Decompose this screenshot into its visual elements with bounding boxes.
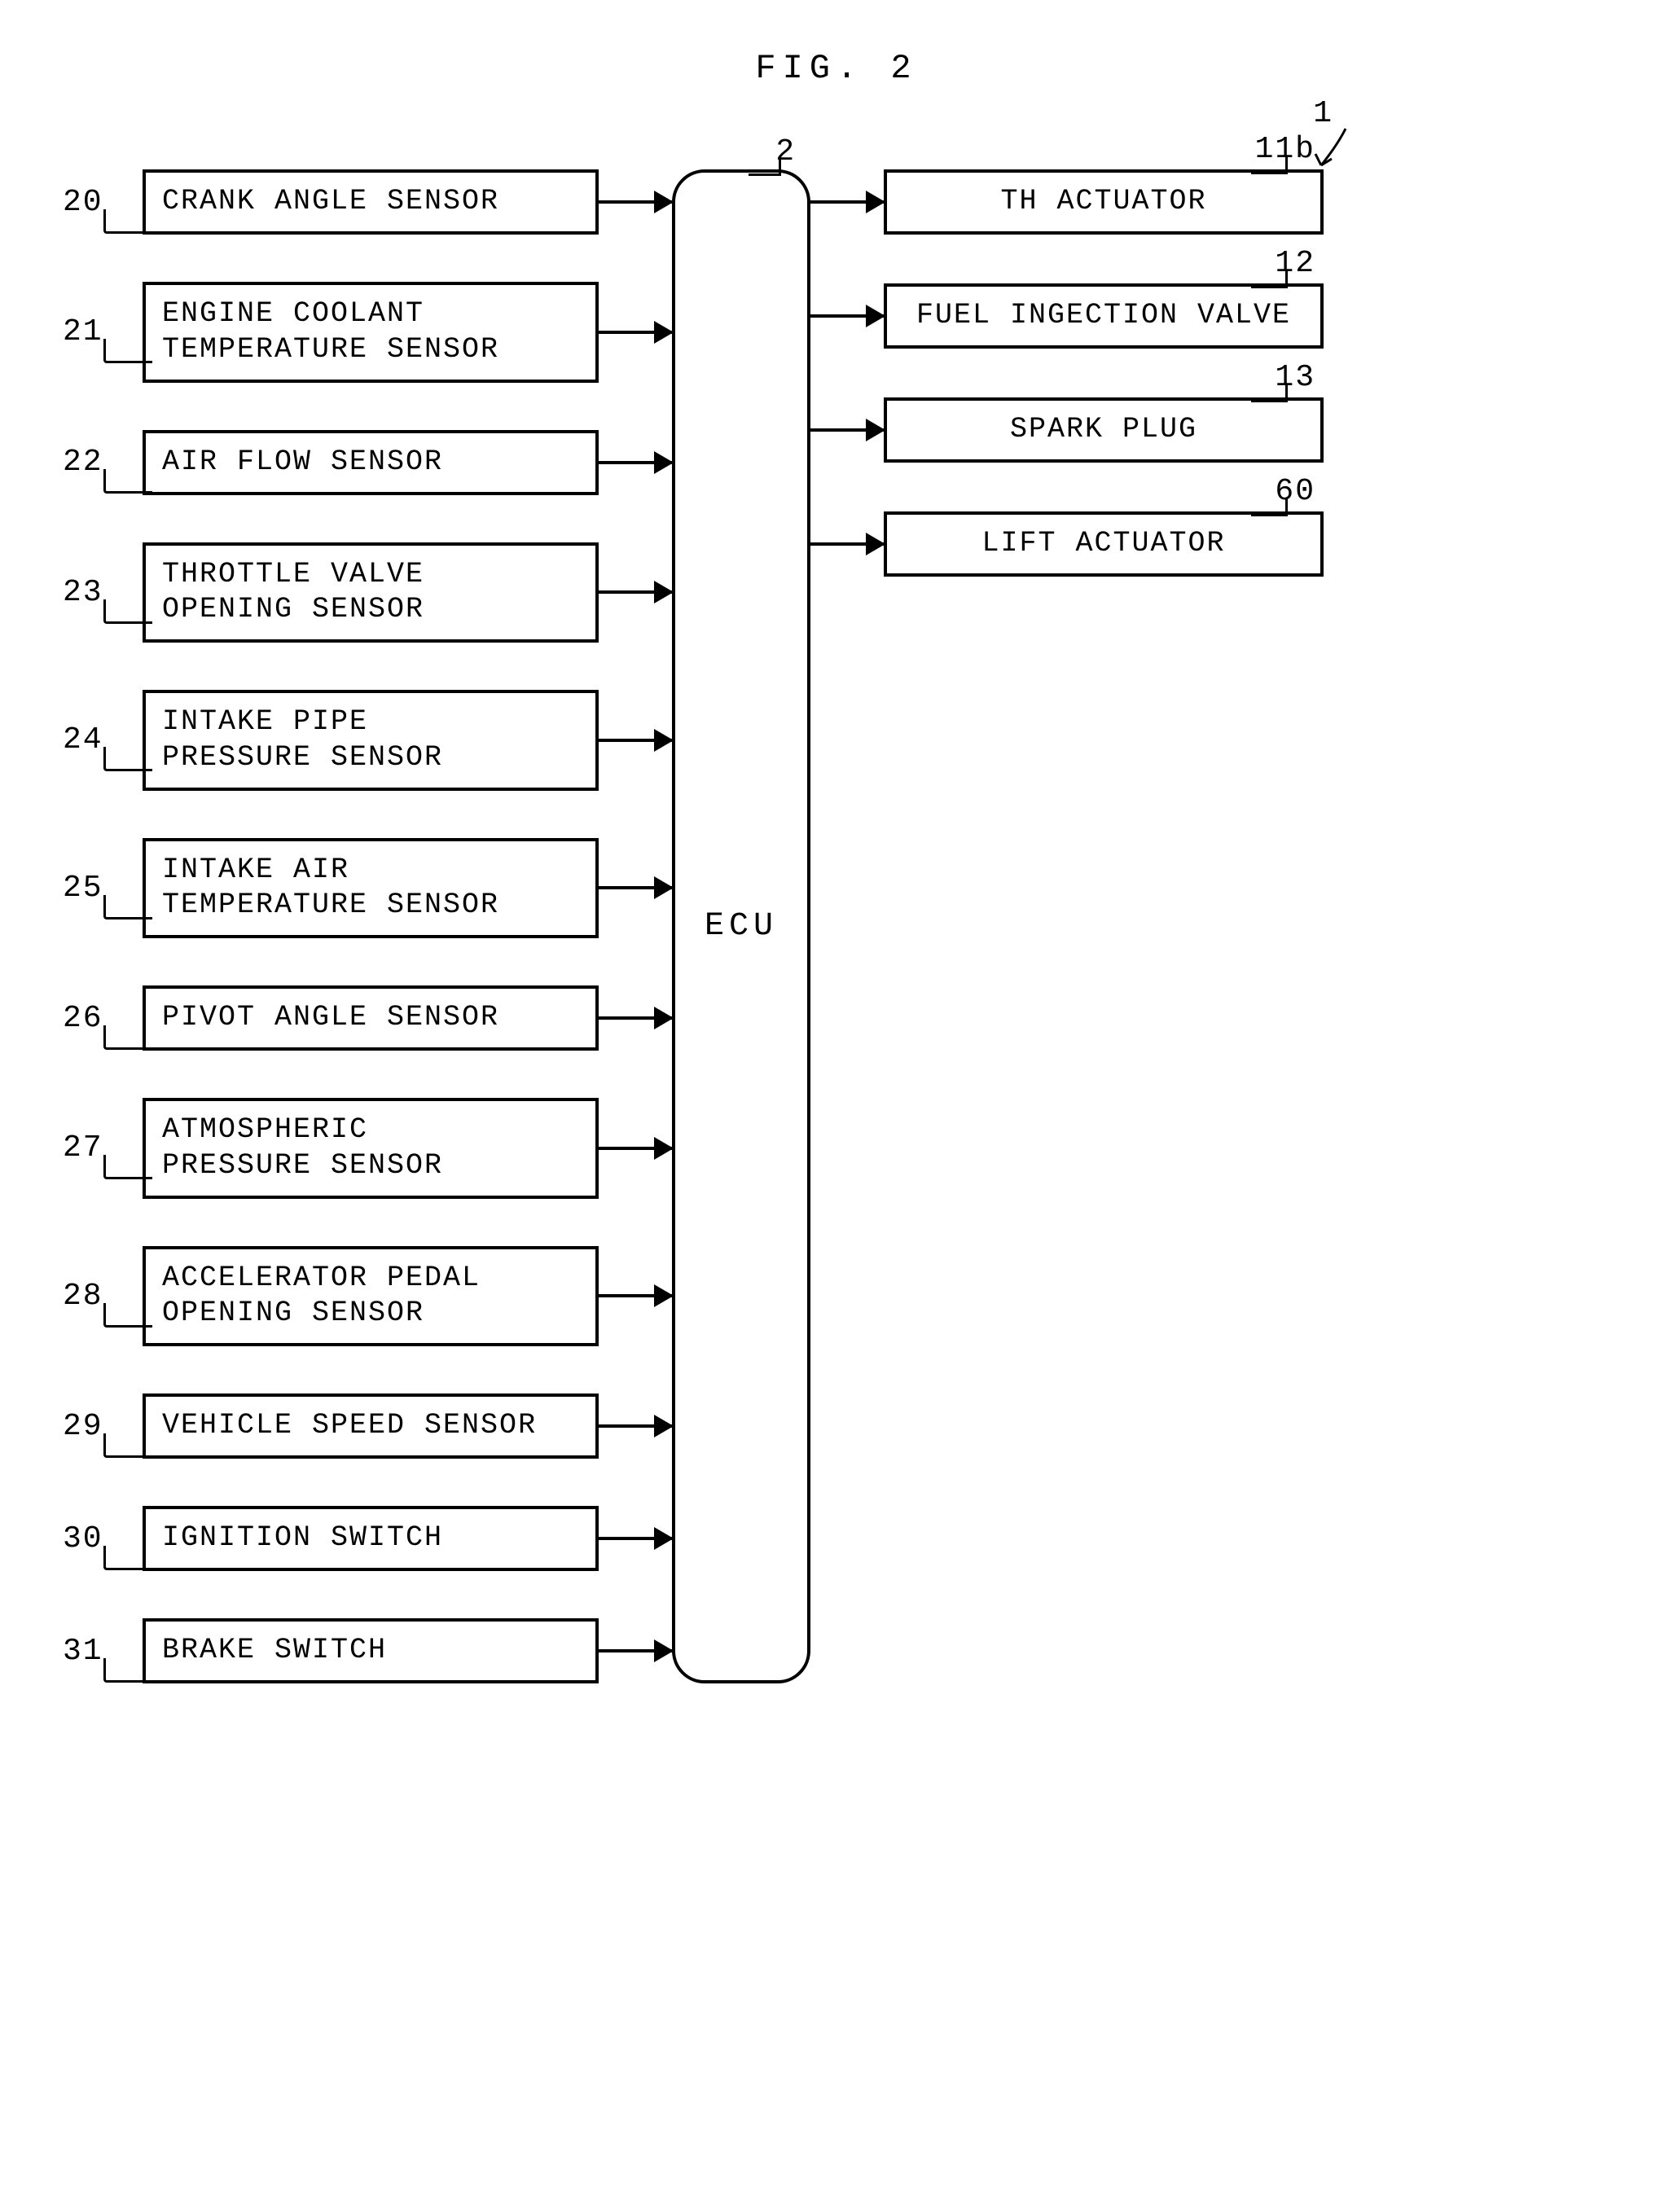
input-row: 31BRAKE SWITCH — [63, 1618, 672, 1683]
input-box: INTAKE PIPE PRESSURE SENSOR — [143, 690, 599, 791]
leader-line — [103, 599, 152, 624]
arrow-right-icon — [810, 428, 884, 432]
input-row: 27ATMOSPHERIC PRESSURE SENSOR — [63, 1098, 672, 1199]
ecu-label: ECU — [705, 908, 778, 945]
leader-line — [103, 895, 152, 919]
leader-line — [103, 469, 152, 494]
arrow-right-icon — [599, 1537, 672, 1540]
input-row: 21ENGINE COOLANT TEMPERATURE SENSOR — [63, 282, 672, 383]
arrow-right-icon — [599, 1424, 672, 1428]
output-row: TH ACTUATOR11b — [810, 169, 1324, 235]
input-row: 29VEHICLE SPEED SENSOR — [63, 1393, 672, 1459]
output-ref-wrapper: 60 — [1275, 474, 1315, 509]
arrow-right-icon — [599, 1016, 672, 1020]
output-ref-wrapper: 11b — [1255, 132, 1315, 167]
input-row: 26PIVOT ANGLE SENSOR — [63, 985, 672, 1051]
input-ref: 22 — [63, 445, 136, 480]
ecu-ref-wrapper: 2 — [775, 134, 799, 170]
input-row: 30IGNITION SWITCH — [63, 1506, 672, 1571]
outputs-column: TH ACTUATOR11b FUEL INGECTION VALVE12 SPAR… — [810, 169, 1324, 577]
input-row: 25INTAKE AIR TEMPERATURE SENSOR — [63, 838, 672, 939]
leader-line — [103, 1658, 152, 1683]
input-box: IGNITION SWITCH — [143, 1506, 599, 1571]
input-ref: 27 — [63, 1130, 136, 1165]
ecu-leader-line — [749, 158, 781, 176]
arrow-right-icon — [599, 331, 672, 334]
arrow-right-icon — [599, 739, 672, 742]
ecu-box: 2 ECU — [672, 169, 810, 1683]
leader-line — [103, 1546, 152, 1570]
output-row: FUEL INGECTION VALVE12 — [810, 283, 1324, 349]
arrow-right-icon — [810, 200, 884, 204]
arrow-right-icon — [810, 542, 884, 546]
arrow-right-icon — [599, 590, 672, 594]
input-row: 20CRANK ANGLE SENSOR — [63, 169, 672, 235]
input-box: PIVOT ANGLE SENSOR — [143, 985, 599, 1051]
input-box: CRANK ANGLE SENSOR — [143, 169, 599, 235]
input-row: 24INTAKE PIPE PRESSURE SENSOR — [63, 690, 672, 791]
input-ref: 23 — [63, 575, 136, 610]
arrow-right-icon — [599, 886, 672, 889]
leader-line — [1251, 156, 1288, 174]
input-box: ENGINE COOLANT TEMPERATURE SENSOR — [143, 282, 599, 383]
arrow-right-icon — [599, 1147, 672, 1150]
leader-line — [103, 209, 152, 234]
input-box: VEHICLE SPEED SENSOR — [143, 1393, 599, 1459]
input-box: ACCELERATOR PEDAL OPENING SENSOR — [143, 1246, 599, 1347]
output-row: SPARK PLUG13 — [810, 397, 1324, 463]
output-ref-wrapper: 13 — [1275, 360, 1315, 395]
leader-line — [103, 1433, 152, 1458]
arrow-right-icon — [810, 314, 884, 318]
input-ref: 31 — [63, 1634, 136, 1669]
leader-line — [103, 1303, 152, 1328]
arrow-right-icon — [599, 1649, 672, 1652]
input-row: 28ACCELERATOR PEDAL OPENING SENSOR — [63, 1246, 672, 1347]
diagram-container: 1 20CRANK ANGLE SENSOR21ENGINE COOLANT T… — [63, 169, 1610, 1683]
output-box: FUEL INGECTION VALVE — [884, 283, 1324, 349]
output-box: SPARK PLUG — [884, 397, 1324, 463]
leader-line — [1251, 270, 1288, 288]
leader-line — [103, 747, 152, 771]
arrow-right-icon — [599, 1294, 672, 1297]
leader-line — [103, 339, 152, 363]
input-box: THROTTLE VALVE OPENING SENSOR — [143, 542, 599, 643]
input-ref: 20 — [63, 185, 136, 220]
input-ref: 28 — [63, 1279, 136, 1314]
input-box: AIR FLOW SENSOR — [143, 430, 599, 495]
arrow-right-icon — [599, 200, 672, 204]
figure-title: FIG. 2 — [33, 49, 1640, 88]
input-ref: 30 — [63, 1521, 136, 1556]
input-ref: 25 — [63, 871, 136, 906]
ecu-column: 2 ECU — [672, 169, 810, 1683]
output-box: TH ACTUATOR — [884, 169, 1324, 235]
input-row: 23THROTTLE VALVE OPENING SENSOR — [63, 542, 672, 643]
leader-line — [1251, 384, 1288, 402]
input-box: ATMOSPHERIC PRESSURE SENSOR — [143, 1098, 599, 1199]
input-ref: 24 — [63, 722, 136, 757]
input-box: BRAKE SWITCH — [143, 1618, 599, 1683]
output-ref-wrapper: 12 — [1275, 246, 1315, 281]
arrow-right-icon — [599, 461, 672, 464]
input-ref: 21 — [63, 314, 136, 349]
leader-line — [103, 1155, 152, 1179]
input-box: INTAKE AIR TEMPERATURE SENSOR — [143, 838, 599, 939]
input-ref: 26 — [63, 1001, 136, 1036]
diagram-layout: 20CRANK ANGLE SENSOR 21ENGINE COOLANT TEM… — [63, 169, 1610, 1683]
input-row: 22AIR FLOW SENSOR — [63, 430, 672, 495]
output-row: LIFT ACTUATOR60 — [810, 511, 1324, 577]
leader-line — [1251, 498, 1288, 516]
leader-line — [103, 1025, 152, 1050]
input-ref: 29 — [63, 1409, 136, 1444]
inputs-column: 20CRANK ANGLE SENSOR 21ENGINE COOLANT TEM… — [63, 169, 672, 1683]
output-box: LIFT ACTUATOR — [884, 511, 1324, 577]
